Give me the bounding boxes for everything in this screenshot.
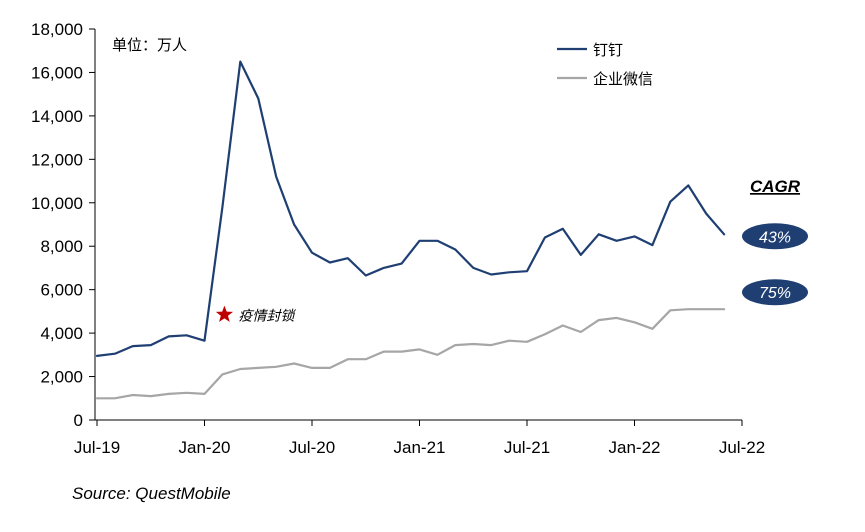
y-tick-label: 10,000 (31, 194, 83, 213)
y-tick-label: 18,000 (31, 20, 83, 39)
cagr-badge-1 (742, 279, 808, 306)
series-line-0 (95, 60, 726, 357)
x-tick-label: Jan-21 (394, 438, 446, 457)
x-tick-label: Jul-20 (289, 438, 335, 457)
y-tick-label: 6,000 (40, 281, 83, 300)
x-tick-label: Jan-22 (609, 438, 661, 457)
cagr-badge-0 (742, 223, 808, 250)
x-axis-ticks: Jul-19 Jan-20 Jul-20 Jan-21 Jul-21 Jan-22 Jul-… (74, 420, 765, 457)
y-axis-ticks: 0 2,000 4,000 6,000 8,000 10,000 12,000 14,000 1… (31, 20, 95, 430)
source-note: Source: QuestMobile (72, 484, 231, 503)
y-tick-label: 16,000 (31, 63, 83, 82)
legend-label-1: 企业微信 (593, 70, 653, 88)
unit-note: 单位：万人 (112, 36, 187, 54)
annotation-label: 疫情封锁 (238, 309, 296, 325)
y-tick-label: 8,000 (40, 237, 83, 256)
x-tick-label: Jul-22 (719, 438, 765, 457)
cagr-badge-label-1: 75% (759, 285, 791, 302)
cagr-badge-label-0: 43% (759, 229, 791, 246)
x-tick-label: Jul-19 (74, 438, 120, 457)
y-tick-label: 0 (74, 411, 83, 430)
annotation: 疫情封锁 (215, 305, 296, 325)
y-tick-label: 12,000 (31, 150, 83, 169)
cagr-panel: CAGR 43% 75% (742, 177, 808, 306)
y-tick-label: 4,000 (40, 324, 83, 343)
y-tick-label: 14,000 (31, 107, 83, 126)
series-line-1 (95, 308, 726, 400)
y-tick-label: 2,000 (40, 368, 83, 387)
lockdown-star-icon (215, 305, 233, 322)
x-tick-label: Jul-21 (504, 438, 550, 457)
series-lines (95, 60, 726, 400)
x-tick-label: Jan-20 (179, 438, 231, 457)
cagr-title: CAGR (750, 177, 801, 196)
legend-label-0: 钉钉 (593, 41, 623, 59)
